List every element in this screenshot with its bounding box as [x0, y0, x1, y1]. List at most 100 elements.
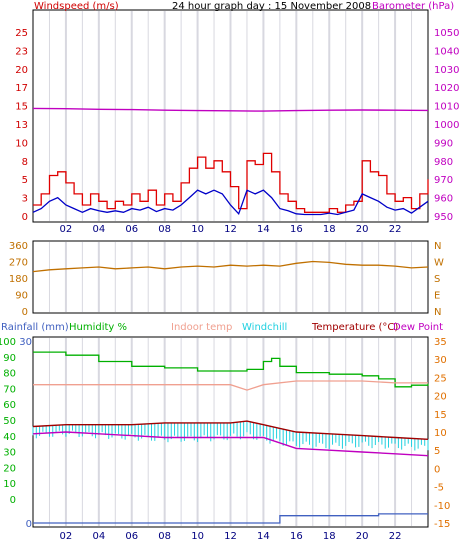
humidity-tick: 20 [3, 463, 16, 474]
barometer-tick: 980 [434, 157, 453, 168]
temperature-tick: 15 [434, 410, 447, 421]
x-tick: 08 [158, 224, 171, 235]
temp-series [32, 351, 429, 524]
barometer-tick: 1010 [434, 102, 459, 113]
direction-tick: 360 [9, 241, 28, 252]
windspeed-tick: 17 [15, 83, 28, 94]
compass-tick: S [434, 274, 440, 285]
windspeed-tick: 20 [15, 65, 28, 76]
windspeed-tick: 3 [22, 194, 28, 205]
windspeed-label: Windspeed (m/s) [34, 1, 119, 12]
temperature-tick: 20 [434, 392, 447, 403]
temperature-tick: 5 [434, 446, 440, 457]
x-tick: 18 [323, 531, 336, 542]
humidity-tick: 40 [3, 432, 16, 443]
rainfall-tick: 30 [19, 337, 32, 348]
dewpoint-line [32, 431, 429, 457]
indoor-temp-line [33, 380, 428, 391]
x-tick: 10 [191, 224, 204, 235]
barometer-tick: 1020 [434, 83, 459, 94]
rainfall-line [33, 513, 428, 524]
wind-direction-line [32, 260, 429, 273]
humidity-tick: 50 [3, 416, 16, 427]
x-tick: 14 [257, 224, 270, 235]
wind-gust-line [33, 152, 429, 213]
x-tick: 06 [125, 224, 138, 235]
barometer-tick: 1040 [434, 46, 459, 57]
temperature-tick: 30 [434, 355, 447, 366]
wind-x-axis-labels: 02 04 06 08 10 12 14 16 18 20 22 [60, 224, 402, 235]
windspeed-tick: 5 [22, 175, 28, 186]
direction-tick: 0 [22, 307, 28, 318]
barometer-tick: 960 [434, 194, 453, 205]
direction-grid [48, 242, 413, 312]
windspeed-tick: 13 [15, 120, 28, 131]
humidity-tick: 70 [3, 384, 16, 395]
temperature-tick: -15 [434, 519, 450, 530]
windspeed-axis-labels: 25 23 20 17 15 13 10 8 5 3 0 [15, 28, 28, 223]
barometer-tick: 950 [434, 212, 453, 223]
windchill-label: Windchill [242, 322, 287, 333]
windspeed-tick: 25 [15, 28, 28, 39]
wind-average-line [32, 189, 429, 216]
barometer-tick: 990 [434, 138, 453, 149]
x-tick: 16 [290, 531, 303, 542]
humidity-line [33, 351, 429, 388]
compass-tick: N [434, 241, 441, 252]
windspeed-tick: 15 [15, 102, 28, 113]
windspeed-tick: 8 [22, 157, 28, 168]
direction-tick: 270 [9, 258, 28, 269]
rainfall-tick: 0 [26, 519, 32, 530]
x-tick: 14 [257, 531, 270, 542]
humidity-tick: 10 [3, 479, 16, 490]
wind-series [32, 107, 429, 216]
humidity-tick: 60 [3, 400, 16, 411]
barometer-tick: 1050 [434, 28, 459, 39]
compass-tick: N [434, 307, 441, 318]
humidity-tick: 80 [3, 369, 16, 380]
humidity-tick: 0 [10, 495, 16, 506]
direction-tick: 90 [15, 291, 28, 302]
temperature-label: Temperature (°C) [311, 322, 398, 333]
barometer-axis-labels: 1050 1040 1030 1020 1010 1000 990 980 970 960 950 [434, 28, 459, 223]
chart-title: 24 hour graph day : 15 November 2008 [172, 1, 371, 12]
barometer-tick: 1000 [434, 120, 459, 131]
temperature-tick: 35 [434, 337, 447, 348]
barometer-tick: 970 [434, 175, 453, 186]
windspeed-tick: 0 [22, 212, 28, 223]
x-tick: 02 [60, 224, 73, 235]
barometer-label: Barometer (hPa) [372, 1, 454, 12]
compass-tick: E [434, 291, 440, 302]
windspeed-tick: 23 [15, 46, 28, 57]
x-tick: 04 [92, 224, 105, 235]
x-tick: 08 [158, 531, 171, 542]
x-tick: 20 [356, 531, 369, 542]
windspeed-tick: 10 [15, 138, 28, 149]
x-tick: 10 [191, 531, 204, 542]
x-tick: 16 [290, 224, 303, 235]
rainfall-label: Rainfall (mm) [1, 322, 69, 333]
rainfall-axis-labels: 30 0 [19, 337, 32, 530]
temperature-tick: -10 [434, 501, 450, 512]
temperature-tick: 25 [434, 373, 447, 384]
temperature-axis-labels: 35 30 25 20 15 10 5 0 -5 -10 -15 [434, 337, 450, 530]
direction-tick: 180 [9, 274, 28, 285]
dewpoint-label: Dew Point [393, 322, 443, 333]
x-tick: 12 [224, 531, 237, 542]
barometer-line [32, 107, 429, 112]
x-tick: 18 [323, 224, 336, 235]
humidity-tick: 90 [3, 353, 16, 364]
x-tick: 04 [92, 531, 105, 542]
temperature-tick: 0 [434, 464, 440, 475]
temperature-tick: 10 [434, 428, 447, 439]
temperature-tick: -5 [434, 483, 444, 494]
indoor-temp-label: Indoor temp [171, 322, 232, 333]
barometer-tick: 1030 [434, 65, 459, 76]
x-tick: 02 [60, 531, 73, 542]
humidity-tick: 100 [0, 337, 16, 348]
